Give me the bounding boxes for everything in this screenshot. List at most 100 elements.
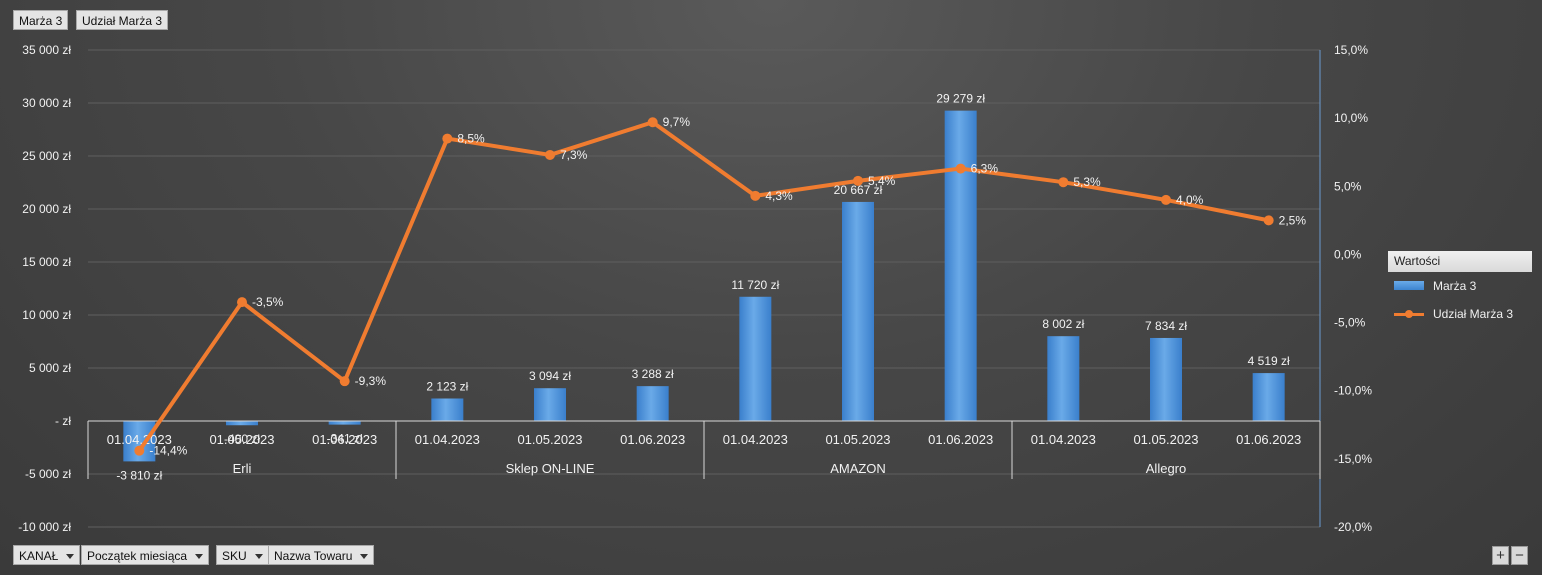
line-marker — [442, 133, 453, 144]
field-button-marza3[interactable]: Marża 3 — [13, 10, 69, 30]
x-group-label: Sklep ON-LINE — [506, 461, 595, 476]
bar — [534, 388, 566, 421]
y-left-tick-label: 20 000 zł — [22, 202, 71, 216]
line-marker — [955, 163, 966, 174]
x-tick-label: 01.04.2023 — [1031, 432, 1096, 447]
line-marker — [853, 175, 863, 186]
x-tick-label: 01.05.2023 — [1133, 432, 1198, 447]
y-right-tick-label: 15,0% — [1334, 43, 1368, 57]
bar-data-label: 4 519 zł — [1248, 354, 1290, 368]
line-data-label: 8,5% — [457, 132, 485, 146]
y-left-tick-label: - zł — [55, 414, 71, 428]
filter-button-kanal[interactable]: KANAŁ — [13, 545, 81, 565]
line-data-label: -9,3% — [355, 374, 387, 388]
x-tick-label: 01.04.2023 — [107, 432, 172, 447]
bar-data-label: 8 002 zł — [1042, 317, 1084, 331]
x-tick-label: 01.05.2023 — [209, 432, 274, 447]
x-tick-label: 01.06.2023 — [928, 432, 993, 447]
series-line-udzial-marza3 — [137, 120, 1271, 453]
bar-data-label: 29 279 zł — [936, 92, 985, 106]
filter-button-poczatek-miesiaca[interactable]: Początek miesiąca — [81, 545, 210, 565]
bar-data-label: 11 720 zł — [731, 278, 779, 292]
zoom-out-button[interactable]: − — [1511, 546, 1528, 565]
bar — [1150, 337, 1182, 421]
line-data-label: 2,5% — [1279, 213, 1307, 227]
line-marker — [545, 149, 555, 160]
y-left-tick-label: 25 000 zł — [22, 149, 71, 163]
line-marker — [647, 117, 658, 128]
line-marker — [134, 445, 145, 456]
y-right-tick-label: -20,0% — [1334, 520, 1372, 534]
bar-data-label: 7 834 zł — [1145, 319, 1187, 333]
x-group-label: Allegro — [1146, 461, 1186, 476]
bar-data-label: 2 123 zł — [426, 379, 468, 393]
legend-swatch-dot — [1405, 310, 1413, 318]
y-left-tick-label: -10 000 zł — [18, 520, 71, 534]
y-left-tick-label: 30 000 zł — [22, 96, 71, 110]
line-marker — [237, 297, 247, 308]
bar — [739, 296, 772, 421]
bar — [1252, 373, 1285, 421]
legend-swatch-bar — [1394, 281, 1424, 290]
legend-label-udzial: Udział Marża 3 — [1433, 307, 1514, 321]
bar — [1047, 336, 1080, 421]
bar — [944, 110, 977, 421]
line-data-label: 5,4% — [868, 174, 896, 188]
bar — [226, 421, 258, 426]
y-left-tick-label: 10 000 zł — [22, 308, 71, 322]
line-data-label: 9,7% — [663, 115, 691, 129]
line-marker — [1263, 215, 1274, 226]
bar — [431, 398, 464, 421]
bar-data-label: 20 667 zł — [834, 183, 883, 197]
line-marker — [750, 190, 761, 201]
filter-button-sku[interactable]: SKU — [216, 545, 269, 565]
bar — [842, 201, 874, 421]
line-data-label: 7,3% — [560, 148, 588, 162]
line-data-label: 6,3% — [971, 162, 999, 176]
bar-data-label: -400 zł — [224, 432, 260, 446]
line-data-label: 4,3% — [765, 189, 793, 203]
x-group-label: AMAZON — [830, 461, 886, 476]
filter-button-nazwa-towaru[interactable]: Nazwa Towaru — [268, 545, 375, 565]
x-tick-label: 01.04.2023 — [723, 432, 788, 447]
line-marker — [339, 376, 350, 387]
bar-data-label: -341 zł — [327, 432, 363, 446]
zoom-in-button[interactable]: + — [1492, 546, 1509, 565]
bar-data-label: -3 810 zł — [116, 468, 162, 482]
x-tick-label: 01.04.2023 — [415, 432, 480, 447]
y-left-tick-label: 5 000 zł — [29, 361, 71, 375]
line-data-label: -3,5% — [252, 295, 284, 309]
x-tick-label: 01.06.2023 — [620, 432, 685, 447]
x-group-label: Erli — [233, 461, 252, 476]
line-data-label: 5,3% — [1073, 175, 1101, 189]
line-marker — [1058, 177, 1069, 188]
x-tick-label: 01.06.2023 — [312, 432, 377, 447]
x-tick-label: 01.06.2023 — [1236, 432, 1301, 447]
legend-title: Wartości — [1388, 251, 1532, 272]
bar-data-label: 3 288 zł — [632, 367, 674, 381]
bar — [328, 421, 361, 425]
y-left-tick-label: -5 000 zł — [25, 467, 71, 481]
line-data-label: 4,0% — [1176, 193, 1204, 207]
y-right-tick-label: -5,0% — [1334, 316, 1366, 330]
bar-data-label: 3 094 zł — [529, 369, 571, 383]
y-right-tick-label: -10,0% — [1334, 384, 1372, 398]
y-right-tick-label: 0,0% — [1334, 247, 1362, 261]
filter-label-poczatek: Początek miesiąca — [87, 549, 188, 563]
y-right-tick-label: 10,0% — [1334, 111, 1368, 125]
legend-label-marza3: Marża 3 — [1433, 279, 1477, 293]
filter-label-kanal: KANAŁ — [19, 549, 59, 563]
filter-label-sku: SKU — [222, 549, 247, 563]
filter-label-nazwa: Nazwa Towaru — [274, 549, 353, 563]
y-left-tick-label: 35 000 zł — [22, 43, 71, 57]
line-data-label: -14,4% — [149, 444, 187, 458]
x-tick-label: 01.05.2023 — [517, 432, 582, 447]
bar — [636, 386, 669, 421]
y-right-tick-label: 5,0% — [1334, 179, 1362, 193]
x-tick-label: 01.05.2023 — [825, 432, 890, 447]
line-marker — [1161, 194, 1171, 205]
field-button-udzial-marza3[interactable]: Udział Marża 3 — [76, 10, 169, 30]
y-right-tick-label: -15,0% — [1334, 452, 1372, 466]
y-left-tick-label: 15 000 zł — [22, 255, 71, 269]
